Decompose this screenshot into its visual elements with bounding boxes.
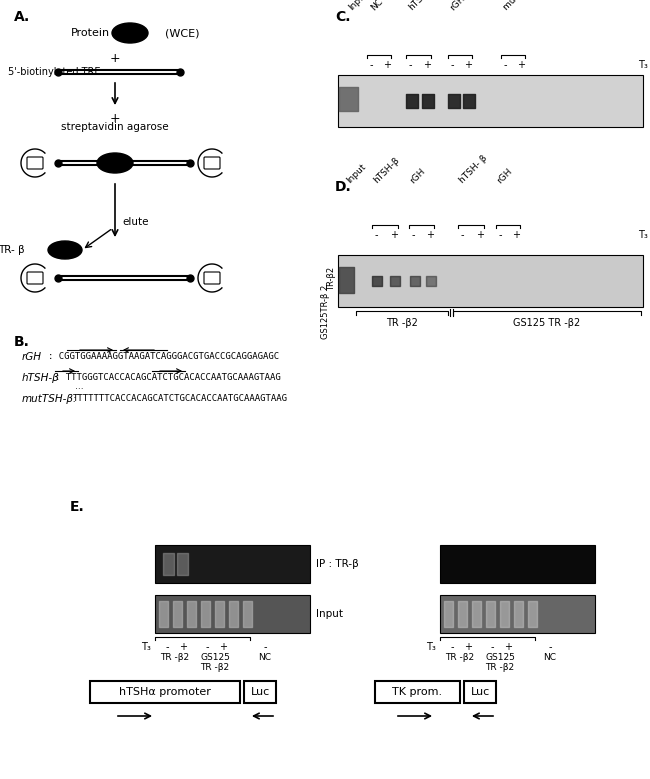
- Text: rGH: rGH: [496, 166, 514, 185]
- Text: rGH: rGH: [22, 352, 42, 362]
- Text: -: -: [460, 230, 463, 240]
- Text: -: -: [503, 60, 507, 70]
- FancyBboxPatch shape: [204, 272, 220, 284]
- Text: -: -: [490, 642, 494, 652]
- Text: -: -: [450, 642, 454, 652]
- FancyBboxPatch shape: [27, 272, 43, 284]
- Text: NC: NC: [370, 0, 385, 12]
- Text: IP : TR-β: IP : TR-β: [316, 559, 359, 569]
- Text: : CGGTGGAAAAGGTAAGATCAGGGACGTGACCGCAGGAGAGC: : CGGTGGAAAAGGTAAGATCAGGGACGTGACCGCAGGAG…: [48, 352, 279, 361]
- Text: : TTTGGGTCACCACAGCATCTGCACACCAATGCAAAGTAAG: : TTTGGGTCACCACAGCATCTGCACACCAATGCAAAGTA…: [55, 373, 281, 382]
- Text: Input: Input: [316, 609, 343, 619]
- Text: NC: NC: [543, 653, 556, 662]
- Text: +: +: [464, 642, 472, 652]
- Text: hTSH- β: hTSH- β: [458, 153, 489, 185]
- Text: Protein: Protein: [71, 28, 110, 38]
- FancyBboxPatch shape: [464, 681, 496, 703]
- Text: TK prom.: TK prom.: [393, 687, 443, 697]
- Text: +: +: [504, 642, 512, 652]
- Text: T₃: T₃: [638, 230, 648, 240]
- Text: GS125: GS125: [485, 653, 515, 662]
- Text: mut TSH- β: mut TSH- β: [502, 0, 544, 12]
- Text: +: +: [423, 60, 431, 70]
- FancyBboxPatch shape: [204, 157, 220, 169]
- Text: T₃: T₃: [638, 60, 648, 70]
- Text: streptavidin agarose: streptavidin agarose: [61, 122, 169, 132]
- FancyBboxPatch shape: [375, 681, 460, 703]
- Ellipse shape: [97, 153, 133, 173]
- Text: +: +: [383, 60, 391, 70]
- Text: +: +: [512, 230, 520, 240]
- Text: NC: NC: [259, 653, 272, 662]
- Text: Input: Input: [346, 0, 370, 12]
- Text: TR -β2: TR -β2: [161, 653, 190, 662]
- Text: T₃: T₃: [141, 642, 151, 652]
- FancyBboxPatch shape: [244, 681, 276, 703]
- Text: (WCE): (WCE): [165, 28, 200, 38]
- Text: TR-β2: TR-β2: [327, 267, 336, 291]
- Bar: [155, 545, 310, 583]
- Text: +: +: [179, 642, 187, 652]
- Text: rGH: rGH: [448, 0, 467, 12]
- Text: +: +: [110, 112, 120, 125]
- Text: A.: A.: [14, 10, 31, 24]
- Text: -: -: [408, 60, 411, 70]
- Bar: [338, 255, 643, 307]
- Text: -: -: [499, 230, 502, 240]
- Text: +: +: [464, 60, 472, 70]
- Text: GS125 TR -β2: GS125 TR -β2: [514, 318, 580, 328]
- Text: +: +: [219, 642, 227, 652]
- Text: -: -: [369, 60, 372, 70]
- Text: Input: Input: [344, 162, 368, 185]
- Text: +: +: [476, 230, 484, 240]
- Text: rGH: rGH: [409, 166, 427, 185]
- Text: hTSH-β: hTSH-β: [407, 0, 436, 12]
- Bar: [440, 545, 595, 583]
- Text: TR -β2: TR -β2: [200, 663, 229, 672]
- Text: hTSH-β: hTSH-β: [372, 156, 401, 185]
- Text: TTTTTTTCACCACAGCATCTGCACACCAATGCAAAGTAAG: TTTTTTTCACCACAGCATCTGCACACCAATGCAAAGTAAG: [73, 394, 288, 403]
- Text: -: -: [411, 230, 415, 240]
- Text: C.: C.: [335, 10, 350, 24]
- Text: TR- β: TR- β: [0, 245, 25, 255]
- Text: elute: elute: [122, 217, 148, 227]
- Ellipse shape: [48, 241, 82, 259]
- Text: -: -: [205, 642, 209, 652]
- Text: D.: D.: [335, 180, 352, 194]
- Text: Luc: Luc: [250, 687, 270, 697]
- Text: GS125TR-β 2: GS125TR-β 2: [321, 285, 330, 339]
- Text: -: -: [263, 642, 266, 652]
- Bar: [338, 75, 643, 127]
- Text: -: -: [450, 60, 454, 70]
- Text: TR -β2: TR -β2: [486, 663, 515, 672]
- Text: TR -β2: TR -β2: [445, 653, 474, 662]
- Text: +: +: [517, 60, 525, 70]
- Text: TR -β2: TR -β2: [386, 318, 418, 328]
- Ellipse shape: [112, 23, 148, 43]
- Text: -: -: [374, 230, 378, 240]
- Text: -: -: [165, 642, 169, 652]
- Text: +: +: [110, 52, 120, 65]
- Text: T₃: T₃: [426, 642, 436, 652]
- Text: E.: E.: [70, 500, 84, 514]
- Text: B.: B.: [14, 335, 30, 349]
- Text: mutTSH-β:: mutTSH-β:: [22, 394, 77, 404]
- Text: Luc: Luc: [471, 687, 489, 697]
- Text: GS125: GS125: [200, 653, 230, 662]
- Text: hTSHα promoter: hTSHα promoter: [119, 687, 211, 697]
- Bar: [440, 595, 595, 633]
- Text: +: +: [426, 230, 434, 240]
- FancyBboxPatch shape: [27, 157, 43, 169]
- Text: -: -: [548, 642, 552, 652]
- FancyBboxPatch shape: [90, 681, 240, 703]
- Text: hTSH-β: hTSH-β: [22, 373, 60, 383]
- Text: 5'-biotinylated TRE: 5'-biotinylated TRE: [8, 67, 101, 77]
- Bar: [155, 595, 310, 633]
- Text: ...: ...: [75, 382, 84, 391]
- Text: +: +: [390, 230, 398, 240]
